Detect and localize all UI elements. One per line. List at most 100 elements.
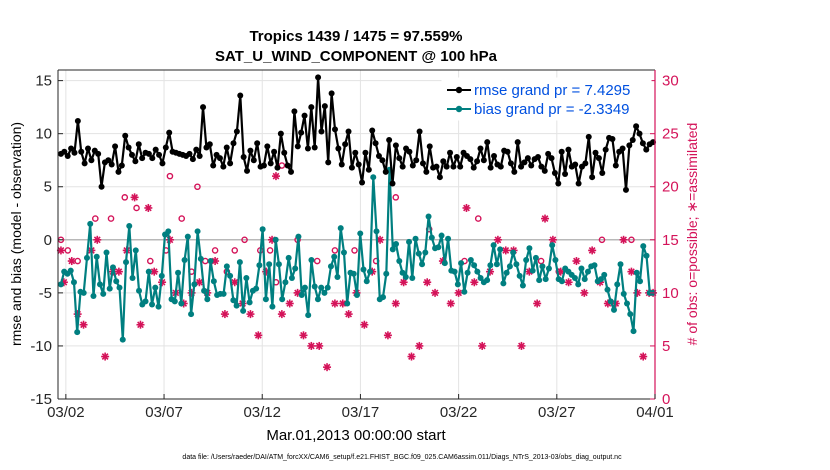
rmse-point (626, 142, 633, 149)
rmse-point (115, 168, 122, 175)
bias-point (220, 290, 227, 297)
rmse-point (71, 149, 78, 156)
rmse-point (162, 144, 169, 151)
bias-point (438, 232, 445, 239)
rmse-point (78, 148, 85, 155)
rmse-point (281, 149, 288, 156)
obs-assimilated-point (150, 267, 159, 276)
bias-point (458, 260, 465, 267)
rmse-point (288, 168, 295, 175)
obs-assimilated-point (315, 341, 324, 350)
bias-point (96, 281, 103, 288)
rmse-point (210, 162, 217, 169)
bias-point (269, 303, 276, 310)
rmse-point (348, 164, 355, 171)
bias-point (620, 290, 627, 297)
rmse-point (304, 145, 311, 152)
rmse-point (450, 163, 457, 170)
bias-point (542, 276, 549, 283)
rmse-point (487, 164, 494, 171)
bias-point (259, 226, 266, 233)
rmse-point (223, 144, 230, 151)
rmse-series (57, 74, 657, 193)
obs-assimilated-point (144, 203, 153, 212)
obs-assimilated-point (360, 320, 369, 329)
bias-point (188, 311, 195, 318)
bias-point (184, 233, 191, 240)
bias-point (285, 254, 292, 261)
rmse-point (545, 150, 552, 157)
bias-point (106, 285, 113, 292)
bias-point (90, 293, 97, 300)
bias-point (266, 261, 273, 268)
bias-point (630, 328, 637, 335)
rmse-point (227, 160, 234, 167)
x-tick-label: 03/17 (342, 404, 380, 421)
bias-point (308, 256, 315, 263)
rmse-point (447, 149, 454, 156)
bias-point (113, 278, 120, 285)
rmse-point (406, 148, 413, 155)
rmse-point (328, 90, 335, 97)
bias-point (210, 278, 217, 285)
obs-possible-point (133, 204, 140, 212)
y-axis-left-label: rmse and bias (model - observation) (8, 122, 24, 346)
bias-point (523, 256, 530, 263)
rmse-point (193, 146, 200, 153)
bias-point (419, 261, 426, 268)
obs-possible-point (178, 215, 186, 222)
bias-point (142, 298, 149, 305)
bias-point (399, 269, 406, 276)
bias-point (500, 280, 507, 287)
obs-possible-point (266, 247, 274, 254)
bias-point (93, 253, 100, 260)
bias-point (227, 272, 234, 279)
rmse-point (643, 146, 650, 153)
axes (57, 69, 656, 400)
bias-point (132, 247, 139, 254)
chart-subtitle: SAT_U_WIND_COMPONENT @ 100 hPa (215, 48, 498, 65)
bias-point (549, 242, 556, 249)
rmse-point (602, 146, 609, 153)
rmse-point (196, 152, 203, 159)
bias-point (324, 284, 331, 291)
rmse-point (386, 137, 393, 144)
rmse-point (524, 155, 531, 162)
rmse-point (392, 142, 399, 149)
rmse-point (507, 160, 514, 167)
bias-point (74, 329, 81, 336)
obs-possible-point (241, 236, 248, 244)
bias-point (477, 275, 484, 282)
bias-point (406, 238, 413, 245)
bias-point (126, 223, 133, 230)
bias-point (389, 246, 396, 253)
rmse-point (639, 140, 646, 147)
obs-assimilated-point (423, 278, 432, 287)
bias-point (103, 249, 110, 256)
rmse-point (220, 163, 227, 170)
obs-assimilated-point (399, 278, 408, 287)
right-axis-ticks: 0 5 10 15 20 25 30 (650, 73, 679, 408)
bias-point (119, 336, 126, 343)
rmse-point (379, 157, 386, 164)
bias-point (301, 284, 308, 291)
rmse-point (419, 160, 426, 167)
bias-point (314, 296, 321, 303)
rmse-point (291, 108, 298, 115)
obs-possible-point (107, 215, 115, 222)
rmse-point (396, 155, 403, 162)
bias-point (171, 298, 178, 305)
bias-point (204, 296, 211, 303)
bias-point (581, 276, 588, 283)
bias-point (292, 265, 299, 272)
rmse-point (365, 166, 372, 173)
rmse-point (105, 157, 112, 164)
rmse-point (399, 163, 406, 170)
bias-point (529, 267, 536, 274)
rmse-point (331, 126, 338, 133)
obs-assimilated-point (285, 299, 294, 308)
rmse-point (81, 160, 88, 167)
rmse-point (216, 155, 223, 162)
bias-point (617, 261, 624, 268)
obs-assimilated-point (580, 288, 589, 297)
